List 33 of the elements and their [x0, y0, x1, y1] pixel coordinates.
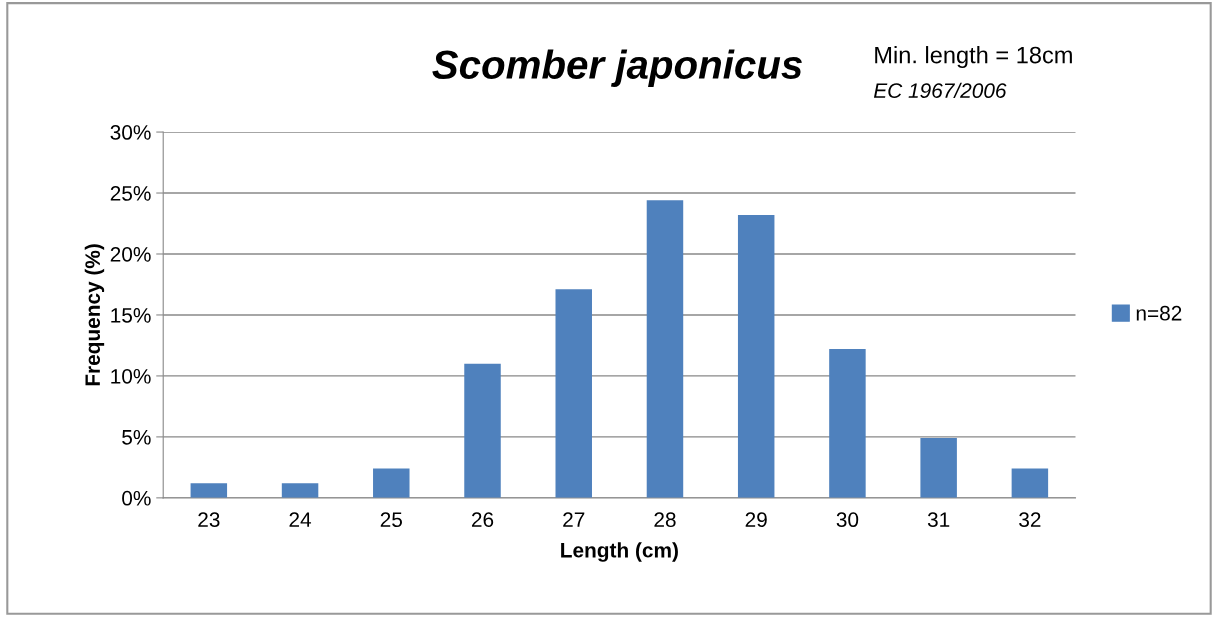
- text: EC 1967/2006: [873, 82, 1007, 98]
- bar: [1011, 468, 1049, 498]
- x-tick-label: 29: [745, 512, 767, 528]
- x-tick-label: 30: [836, 512, 859, 528]
- bar: [829, 349, 866, 498]
- y-tick-label: 0%: [122, 490, 151, 506]
- bar: [555, 289, 592, 498]
- bar: [281, 483, 319, 498]
- y-tick-label: 25%: [110, 186, 151, 201]
- y-tick-label: 20%: [110, 246, 151, 262]
- x-tick-label: 31: [927, 512, 950, 528]
- y-axis-title: Frequency (%): [84, 244, 105, 386]
- y-tick-label: 5%: [122, 429, 151, 445]
- bar: [646, 200, 684, 498]
- x-tick-label: 23: [198, 512, 220, 528]
- bar: [190, 483, 228, 498]
- bar: [464, 363, 501, 498]
- x-tick-label: 26: [471, 512, 494, 528]
- x-axis-title: Length (cm): [561, 542, 678, 562]
- bar: [920, 438, 957, 498]
- x-tick-label: 32: [1019, 512, 1041, 528]
- x-tick-label: 27: [563, 512, 585, 527]
- chart-title: Scomber japonicus: [432, 49, 802, 87]
- text: Min. length = 18cm: [875, 46, 1072, 69]
- x-tick-label: 28: [654, 512, 676, 528]
- legend-label: n=82: [1136, 305, 1182, 321]
- y-tick-label: 15%: [111, 308, 151, 323]
- x-tick-label: 25: [380, 512, 402, 528]
- y-tick-label: 30%: [110, 125, 151, 140]
- y-tick-label: 10%: [111, 368, 151, 384]
- bar: [373, 468, 410, 498]
- bar: [737, 214, 775, 498]
- x-tick-label: 24: [289, 512, 312, 527]
